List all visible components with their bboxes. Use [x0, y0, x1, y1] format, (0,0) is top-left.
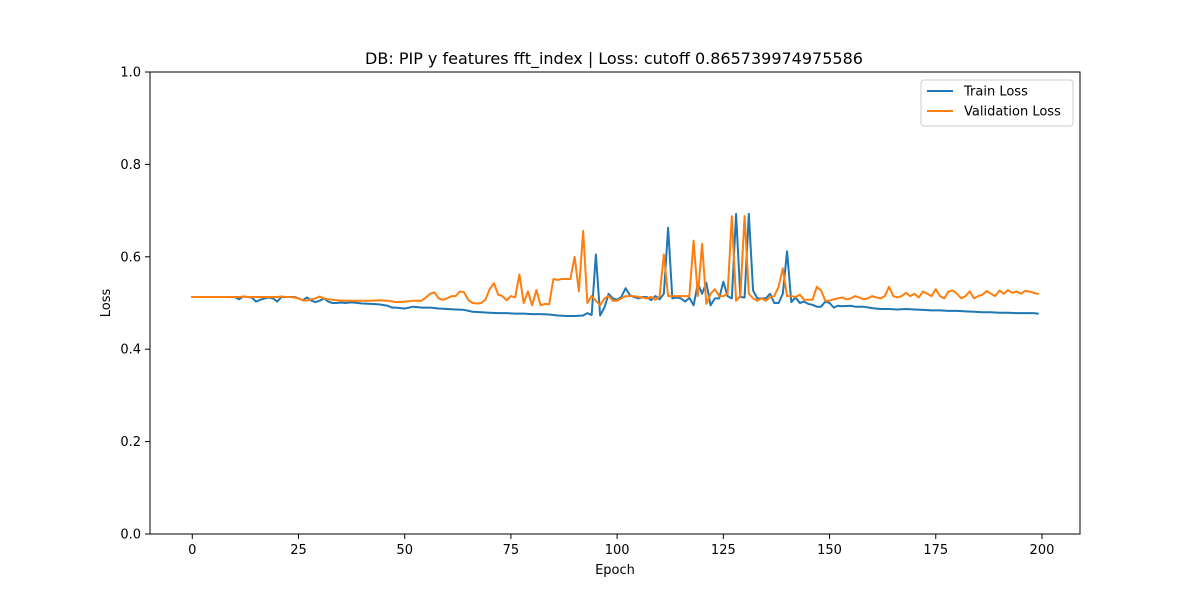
legend-label-train-loss: Train Loss [963, 85, 1028, 100]
series-layer [191, 212, 1039, 317]
plot-frame [149, 71, 1081, 535]
plot-area [150, 72, 1080, 534]
x-tick-label: 0 [188, 543, 196, 558]
y-tick-label: 0.0 [120, 528, 141, 543]
y-tick-label: 0.8 [120, 158, 141, 173]
x-tick-label: 150 [817, 543, 842, 558]
legend-box [920, 79, 1074, 127]
x-axis-label: Epoch [595, 563, 635, 578]
x-tick-label: 200 [1030, 543, 1055, 558]
y-tick-label: 0.2 [120, 435, 141, 450]
x-tick-label: 100 [605, 543, 630, 558]
series-line-validation-loss [191, 215, 1039, 307]
x-tick-label: 25 [290, 543, 307, 558]
x-tick-label: 75 [503, 543, 520, 558]
chart-title: DB: PIP y features fft_index | Loss: cut… [365, 49, 863, 69]
x-tick-label: 175 [923, 543, 948, 558]
legend: Train Loss Validation Loss [920, 79, 1074, 127]
y-tick-label: 1.0 [120, 66, 141, 81]
ticks-layer: 0 25 50 75 100 125 150 175 200 0.0 0.2 0.4 0.6 0.8 1.0 [120, 66, 1054, 559]
y-tick-label: 0.4 [120, 343, 141, 358]
y-tick-label: 0.6 [120, 250, 141, 265]
y-axis-label: Loss [99, 289, 114, 318]
x-tick-label: 125 [711, 543, 736, 558]
legend-label-validation-loss: Validation Loss [964, 105, 1061, 120]
x-tick-label: 50 [396, 543, 413, 558]
